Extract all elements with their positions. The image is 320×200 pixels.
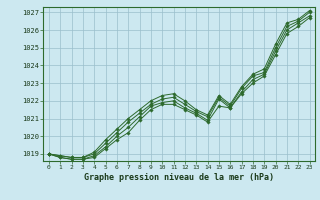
X-axis label: Graphe pression niveau de la mer (hPa): Graphe pression niveau de la mer (hPa)	[84, 173, 274, 182]
